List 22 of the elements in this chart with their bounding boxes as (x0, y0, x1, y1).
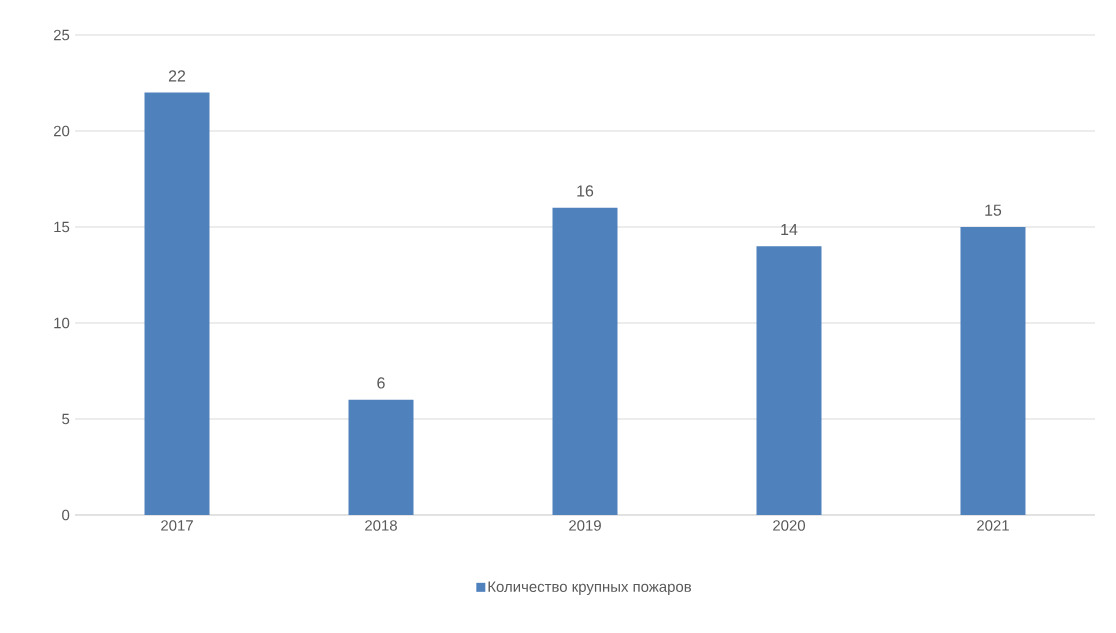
bar (552, 207, 618, 515)
y-tick-label: 20 (53, 125, 70, 137)
data-label: 22 (168, 70, 186, 82)
bar (960, 226, 1026, 515)
x-tick-label: 2017 (161, 520, 193, 531)
data-label: 15 (985, 204, 1002, 216)
bar (756, 246, 822, 515)
data-label: 6 (377, 377, 385, 389)
data-label: 16 (577, 185, 594, 197)
y-tick-label: 15 (54, 221, 70, 233)
y-tick-label: 0 (62, 509, 70, 521)
x-tick-label: 2018 (365, 520, 397, 531)
y-tick-label: 10 (54, 317, 70, 329)
bar (348, 399, 414, 515)
bar (144, 92, 210, 515)
x-tick-label: 2020 (773, 520, 806, 531)
data-label: 14 (781, 224, 798, 236)
x-tick-label: 2019 (569, 520, 601, 531)
y-tick-label: 5 (62, 413, 70, 425)
y-tick-label: 25 (53, 29, 70, 41)
legend-label: Количество крупных пожаров (488, 581, 692, 595)
x-tick-label: 2021 (977, 520, 1009, 531)
